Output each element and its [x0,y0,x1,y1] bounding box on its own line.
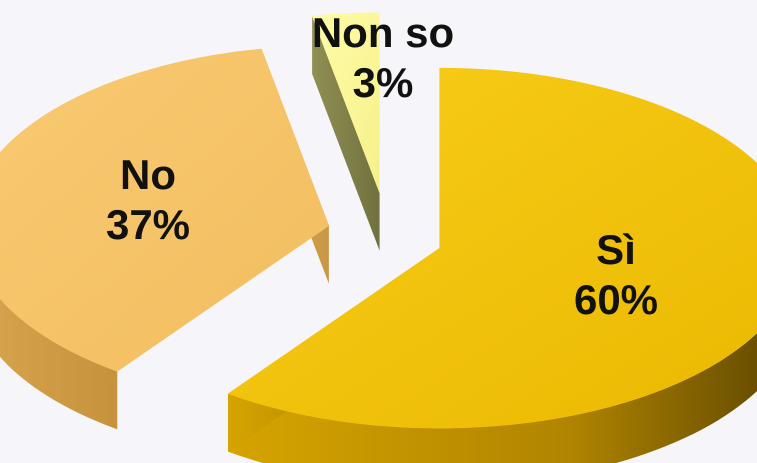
pie-slice-non-so [311,12,380,251]
pie-slice-no-side [0,298,118,430]
pie-slice-non-so-top [311,12,380,193]
pie-slice-si-side [228,333,757,463]
pie-slice-si-top [227,67,757,429]
slice-label-no-value: 37% [105,201,191,248]
slice-label-non-so: Non so 3% [312,8,454,108]
slice-label-si-name: Sì [596,226,636,273]
pie-slice-no-top [0,48,330,372]
slice-label-non-so-value: 3% [352,59,414,106]
slice-label-si-value: 60% [573,276,659,323]
slice-label-si: Sì 60% [574,225,658,325]
slice-label-non-so-name: Non so [311,9,455,56]
slice-label-no: No 37% [106,150,190,250]
pie-slice-si [227,67,757,463]
slice-label-no-name: No [120,151,176,198]
pie-slice-non-so-wall [312,15,380,251]
pie-slice-no [0,48,330,430]
